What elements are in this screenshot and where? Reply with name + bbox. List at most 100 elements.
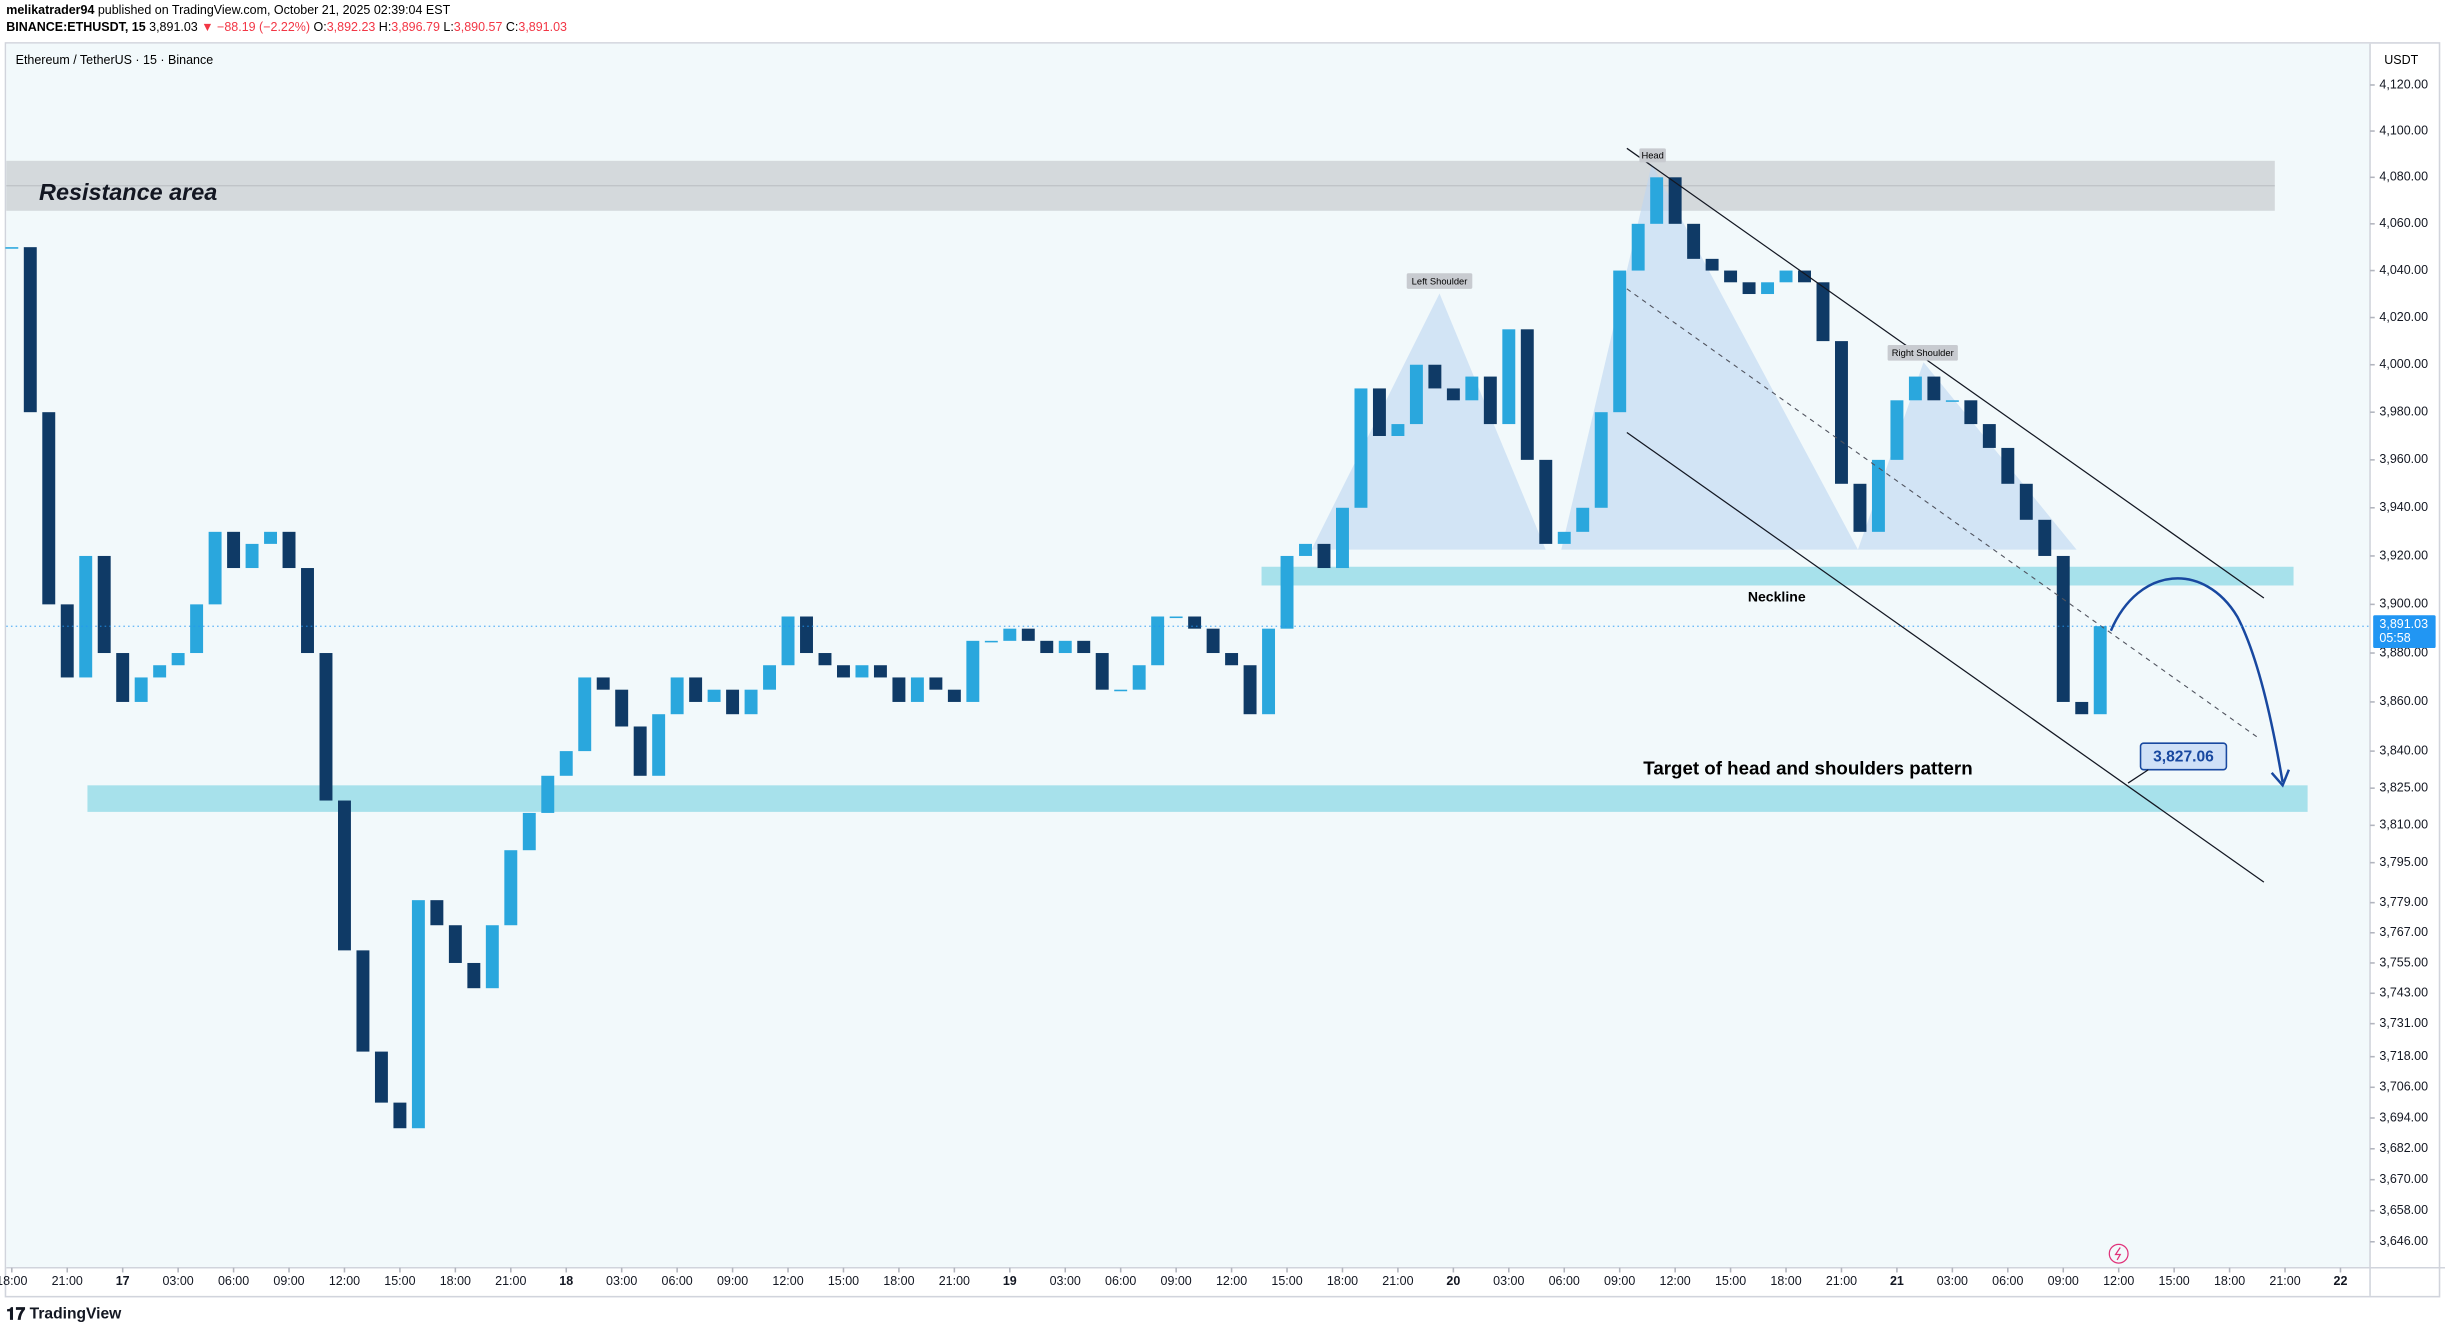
ohlc-key: O:: [314, 20, 327, 34]
candle: [1483, 376, 1497, 425]
last-price-box: [2373, 615, 2436, 649]
candle: [1594, 412, 1608, 508]
x-tick-label: 21:00: [2269, 1274, 2300, 1288]
candle: [559, 751, 573, 776]
candle: [1151, 616, 1165, 666]
candle: [1890, 400, 1904, 460]
candle: [984, 640, 998, 643]
candle: [578, 677, 592, 752]
candle: [60, 604, 74, 678]
candle: [763, 665, 777, 690]
x-tick-label: 09:00: [273, 1274, 304, 1288]
y-tick-label: 3,980.00: [2379, 404, 2428, 418]
y-tick-label: 3,658.00: [2379, 1203, 2428, 1217]
x-tick-label: 09:00: [1604, 1274, 1635, 1288]
x-tick-label: 03:00: [1937, 1274, 1968, 1288]
target-text: Target of head and shoulders pattern: [1643, 758, 1972, 779]
x-tick-label: 18: [559, 1274, 573, 1288]
y-tick-label: 3,755.00: [2379, 955, 2428, 969]
candle: [1132, 665, 1146, 690]
candle: [171, 653, 185, 666]
x-tick-label: 12:00: [2103, 1274, 2134, 1288]
candle: [1428, 364, 1442, 389]
candle: [1317, 543, 1331, 569]
countdown: 05:58: [2379, 631, 2410, 645]
target-leader: [2127, 769, 2149, 784]
author: melikatrader94: [6, 3, 94, 17]
candle: [781, 616, 795, 666]
symbol: BINANCE:ETHUSDT, 15: [6, 20, 145, 34]
ohlc-value: 3,891.03: [518, 20, 567, 34]
candle: [485, 925, 499, 989]
candle: [448, 925, 462, 963]
candle: [707, 689, 721, 702]
candle: [1336, 507, 1349, 569]
x-tick-label: 21:00: [52, 1274, 83, 1288]
candle: [1280, 555, 1294, 629]
candle: [1945, 400, 1959, 402]
x-tick-label: 12:00: [329, 1274, 360, 1288]
candle: [2075, 701, 2089, 715]
candle: [1058, 640, 1072, 654]
y-tick-label: 3,743.00: [2379, 986, 2428, 1000]
candle: [2019, 483, 2033, 520]
y-tick-label: 3,682.00: [2379, 1141, 2428, 1155]
header-line: melikatrader94 published on TradingView.…: [6, 3, 450, 17]
y-tick-label: 3,880.00: [2379, 645, 2428, 659]
candle: [1262, 628, 1276, 715]
candle: [910, 677, 924, 702]
head-label: Head: [1641, 151, 1663, 161]
candle: [652, 714, 666, 776]
x-tick-label: 18:00: [1327, 1274, 1358, 1288]
candle: [1206, 628, 1220, 654]
x-tick-label: 12:00: [1216, 1274, 1247, 1288]
y-tick-label: 3,646.00: [2379, 1234, 2428, 1248]
resistance-label: Resistance area: [39, 179, 217, 205]
candle: [190, 604, 204, 654]
x-tick-label: 06:00: [1992, 1274, 2023, 1288]
candle: [319, 653, 333, 801]
candle: [1687, 223, 1701, 259]
candle: [393, 1102, 407, 1129]
y-tick-label: 3,900.00: [2379, 597, 2428, 611]
candle: [1391, 424, 1405, 436]
x-tick-label: 21:00: [939, 1274, 970, 1288]
y-tick-label: 3,825.00: [2379, 780, 2428, 794]
frame: [4, 42, 2441, 1298]
candle: [79, 555, 93, 678]
x-tick-label: 12:00: [1660, 1274, 1691, 1288]
target-value: 3,827.06: [2153, 748, 2214, 765]
event-icon: [2108, 1243, 2129, 1264]
y-tick-label: 4,080.00: [2379, 170, 2428, 184]
candle: [1372, 388, 1386, 436]
candle: [837, 665, 850, 678]
left-shoulder-label: Left Shoulder: [1412, 276, 1468, 286]
change: ▼ −88.19 (−2.22%): [201, 20, 310, 34]
candle: [1003, 628, 1017, 641]
y-tick-label: 3,767.00: [2379, 925, 2428, 939]
candle: [873, 665, 887, 678]
candle: [892, 677, 906, 702]
ohlc-key: L:: [443, 20, 453, 34]
y-tick-label: 3,795.00: [2379, 855, 2428, 869]
candle: [1761, 282, 1775, 295]
x-tick-label: 17: [116, 1274, 130, 1288]
y-tick-label: 4,020.00: [2379, 310, 2428, 324]
y-tick-label: 3,670.00: [2379, 1172, 2428, 1186]
symbol-line: BINANCE:ETHUSDT, 15 3,891.03 ▼ −88.19 (−…: [6, 20, 567, 34]
ohlc-value: 3,890.57: [454, 20, 503, 34]
candle: [1705, 258, 1719, 271]
channel-mid: [1626, 288, 2260, 739]
candle: [1927, 376, 1941, 401]
candle: [596, 677, 610, 690]
candle: [1446, 388, 1460, 401]
x-tick-label: 21:00: [495, 1274, 526, 1288]
candle: [855, 665, 869, 678]
chart-title: Ethereum / TetherUS · 15 · Binance: [16, 53, 214, 67]
right-shoulder-tag: [1887, 345, 1958, 361]
candle: [818, 653, 832, 666]
logo-text: TradingView: [30, 1306, 123, 1323]
candle: [116, 653, 130, 702]
x-tick-label: 15:00: [2159, 1274, 2190, 1288]
